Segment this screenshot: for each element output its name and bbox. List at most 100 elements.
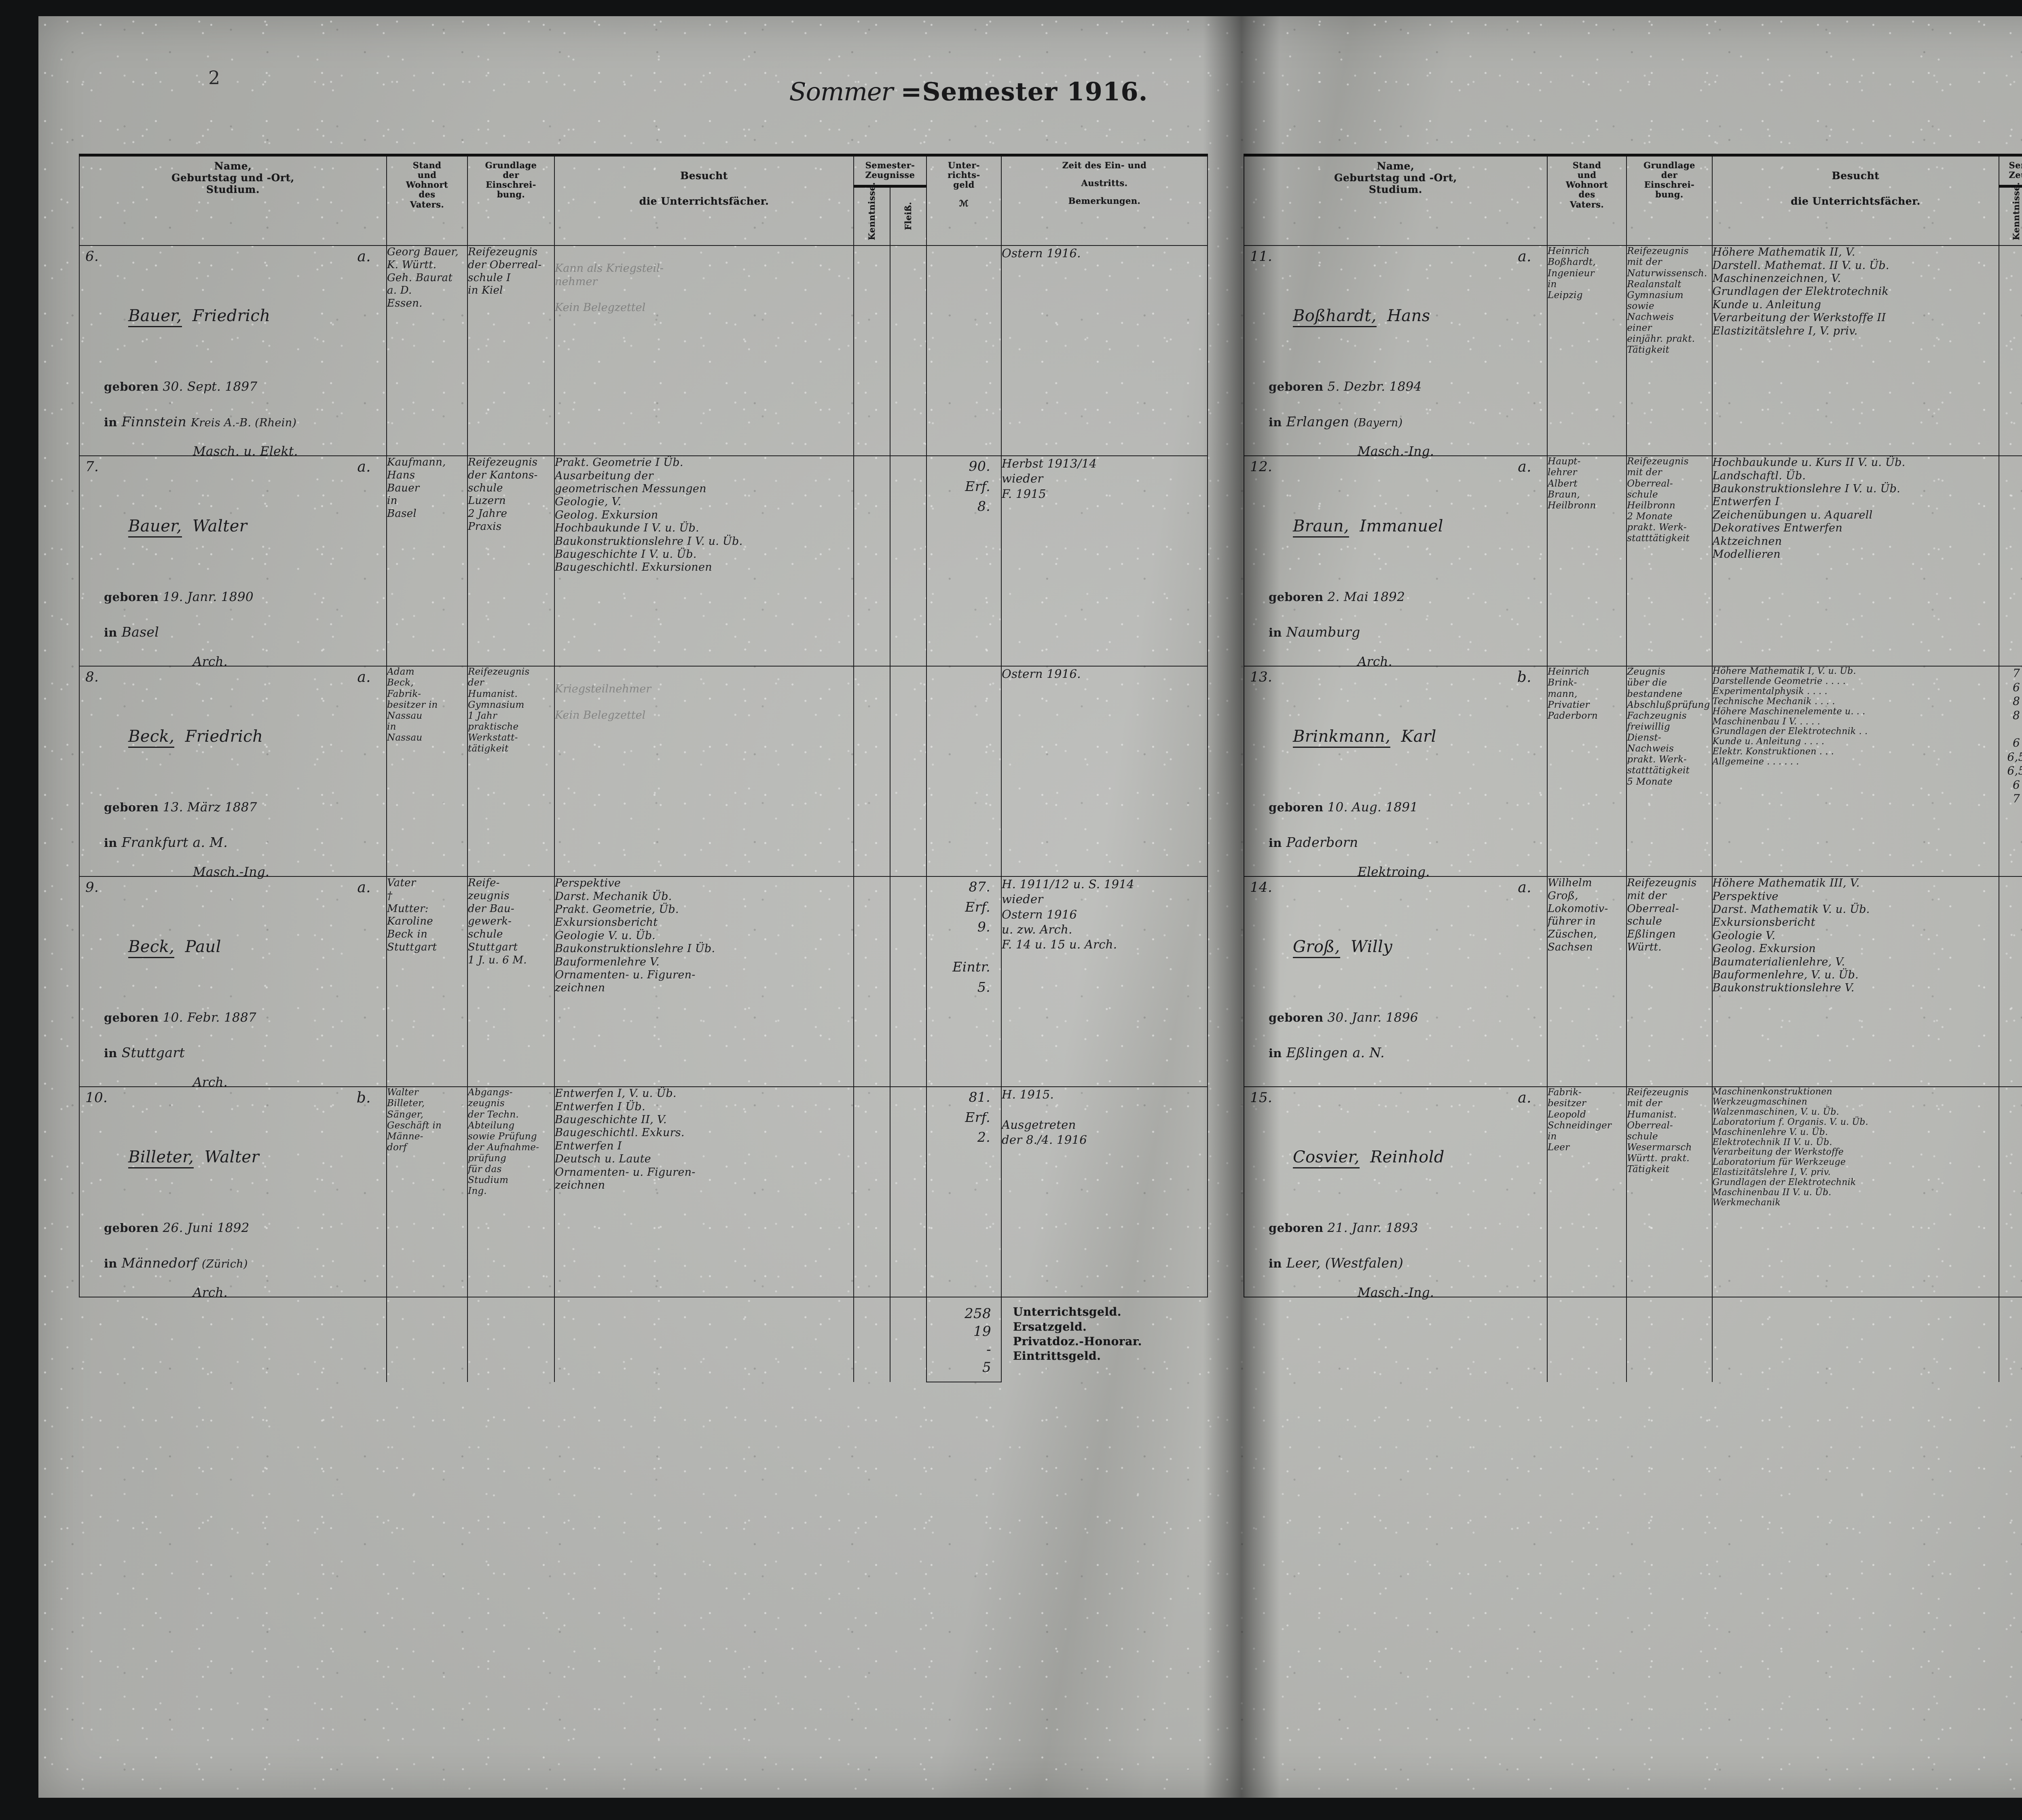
totals-values: 258 19-5 xyxy=(964,1306,991,1376)
cell-basis: Reifezeugnis mit der Naturwissensch. Realan… xyxy=(1626,245,1713,457)
student-name: Brinkmann, Karl xyxy=(1293,727,1436,748)
totals-blank-father xyxy=(386,1297,468,1382)
row-number: 13. xyxy=(1250,669,1273,686)
enrollment-basis: Zeugnis über die bestandene Abschlußprüfung… xyxy=(1627,667,1710,787)
father-details: Fabrik-besitzer Leopold Schneidinger in Leer xyxy=(1547,1087,1612,1153)
folio-number-left: 2 xyxy=(208,67,220,89)
knowledge-grades xyxy=(854,1087,890,1101)
enrollment-basis: Abgangs-zeugnis der Techn. Abteilung sowie … xyxy=(468,1087,539,1197)
register-body-left: 6. a. Bauer, Friedrich geboren 30. Sept. 18… xyxy=(79,245,1208,1383)
student-name: Groß, Willy xyxy=(1293,938,1392,959)
diligence-grades xyxy=(890,1087,926,1101)
cell-name: 12. a. Braun, Immanuel geboren 2. Mai 1892 i… xyxy=(1244,455,1548,669)
totals-blank-name xyxy=(79,1297,387,1382)
student-name: Boßhardt, Hans xyxy=(1293,307,1430,328)
totals-blank-name xyxy=(1244,1297,1548,1382)
cell-basis: Reifezeugnis der Humanist. Gymnasium 1 Jahr p… xyxy=(467,666,555,877)
semester-heading-fraktur: =Semester 1916. xyxy=(901,77,1148,106)
row-category: b. xyxy=(356,1090,371,1107)
tuition-fee: 87. xyxy=(969,879,990,895)
row-category: a. xyxy=(357,459,371,476)
cell-diligence xyxy=(890,245,927,457)
totals-labels: Unterrichtsgeld. Ersatzgeld. Privatdoz.-Ho… xyxy=(1001,1297,1208,1382)
subject-list: Hochbaukunde u. Kurs II V. u. Üb. Landsch… xyxy=(1712,456,1906,561)
cell-name: 14. a. Groß, Willy geboren 30. Janr. 1896 in… xyxy=(1244,876,1548,1088)
row-number: 7. xyxy=(85,459,99,475)
cell-basis: Abgangs-zeugnis der Techn. Abteilung sowie … xyxy=(467,1086,555,1298)
knowledge-grades xyxy=(1999,456,2022,470)
totals-blank-subjects xyxy=(1711,1297,2000,1382)
father-details: Haupt-lehrer Albert Braun, Heilbronn xyxy=(1547,456,1596,511)
pencil-note: Kriegsteilnehmer Kein Belegzettel xyxy=(555,683,651,722)
father-details: Georg Bauer, K. Württ. Geh. Baurat a. D. Ess… xyxy=(387,246,459,310)
totals-blank-knowledge xyxy=(1999,1297,2022,1382)
tuition-fee-extra: Erf. 2. xyxy=(965,1109,990,1145)
birth-place: in Basel xyxy=(104,624,159,640)
father-details: Walter Billeter, Sänger, Geschäft in Männe-d… xyxy=(387,1087,442,1153)
birth-place: in Frankfurt a. M. xyxy=(104,834,228,851)
cell-subjects: Prakt. Geometrie I Üb. Ausarbeitung der ge… xyxy=(554,455,854,667)
table-row: 13. b. Brinkmann, Karl geboren 10. Aug. 189… xyxy=(1244,666,2022,879)
row-category: a. xyxy=(357,669,371,686)
pencil-note: Kann als Kriegsteil-nehmer Kein Belegzet… xyxy=(555,262,664,314)
cell-father: Heinrich Brink-mann, Privatier Paderborn xyxy=(1546,666,1627,877)
knowledge-grades xyxy=(1999,246,2022,260)
totals-row: 512351515Unterrichtsgeld.Ersatzgeld.Priv… xyxy=(1244,1297,2022,1382)
cell-name: 10. b. Billeter, Walter geboren 26. Juni 18… xyxy=(79,1086,387,1300)
knowledge-grades xyxy=(854,246,890,260)
cell-name: 7. a. Bauer, Walter geboren 19. Janr. 1890 i… xyxy=(79,455,387,669)
enrollment-basis: Reife-zeugnis der Bau-gewerk-schule Stuttg… xyxy=(468,877,527,966)
cell-diligence xyxy=(890,1086,927,1298)
cell-basis: Reifezeugnis der Kantons-schule Luzern 2 Ja… xyxy=(467,455,555,667)
student-name: Bauer, Walter xyxy=(128,517,247,538)
cell-knowledge xyxy=(853,245,890,457)
column-header-name: Name, Geburtstag und -Ort, Studium. xyxy=(79,154,387,246)
cell-diligence xyxy=(890,876,927,1088)
row-number: 6. xyxy=(85,248,99,265)
cell-name: 9. a. Beck, Paul geboren 10. Febr. 1887 in S… xyxy=(79,876,387,1090)
cell-basis: Zeugnis über die bestandene Abschlußprüfung… xyxy=(1626,666,1713,877)
knowledge-grades xyxy=(1999,1087,2022,1101)
table-row: 14. a. Groß, Willy geboren 30. Janr. 1896 in… xyxy=(1244,876,2022,1088)
student-name: Billeter, Walter xyxy=(128,1148,259,1169)
birth-date: geboren 30. Janr. 1896 xyxy=(1269,1010,1418,1025)
register-page-left: Name, Geburtstag und -Ort, Studium. Stan… xyxy=(79,16,1208,1798)
birth-date: geboren 2. Mai 1892 xyxy=(1269,590,1405,605)
father-details: Adam Beck, Fabrik-besitzer in Nassau in Nassa… xyxy=(387,667,438,743)
birth-place: in Erlangen (Bayern) xyxy=(1269,414,1403,430)
cell-father: Fabrik-besitzer Leopold Schneidinger in Leer xyxy=(1546,1086,1627,1298)
cell-basis: Reifezeugnis mit der Oberreal-schule Heilbr… xyxy=(1626,455,1713,667)
diligence-grades xyxy=(890,667,926,680)
cell-subjects: Perspektive Darst. Mechanik Üb. Prakt. Geo… xyxy=(554,876,854,1088)
subject-list: Höhere Mathematik I, V. u. Üb. Darstellen… xyxy=(1712,666,1868,767)
knowledge-grades xyxy=(854,667,890,680)
cell-subjects: Höhere Mathematik III, V. Perspektive Dars… xyxy=(1711,876,2000,1088)
column-header-father: Stand und Wohnort des Vaters. xyxy=(386,154,468,246)
table-row: 7. a. Bauer, Walter geboren 19. Janr. 1890 i… xyxy=(79,455,1208,669)
table-row: 11. a. Boßhardt, Hans geboren 5. Dezbr. 189… xyxy=(1244,245,2022,459)
cell-knowledge xyxy=(1999,1086,2022,1298)
cell-name: 15. a. Cosvier, Reinhold geboren 21. Janr. … xyxy=(1244,1086,1548,1300)
cell-knowledge xyxy=(853,666,890,877)
cell-remarks: Ostern 1916. xyxy=(1001,245,1208,457)
row-category: a. xyxy=(1518,248,1531,265)
totals-blank-knowledge xyxy=(853,1297,890,1382)
birth-place: in Eßlingen a. N. xyxy=(1269,1045,1385,1061)
tuition-fee-extra: Erf. 9. Eintr. 5. xyxy=(952,899,990,995)
cell-knowledge xyxy=(853,876,890,1088)
birth-place: in Männedorf (Zürich) xyxy=(104,1255,248,1271)
cell-name: 6. a. Bauer, Friedrich geboren 30. Sept. 18… xyxy=(79,245,387,459)
tuition-fee xyxy=(927,246,1001,266)
totals-label-list: Unterrichtsgeld. Ersatzgeld. Privatdoz.-Ho… xyxy=(1013,1305,1142,1363)
cell-basis: Reife-zeugnis der Bau-gewerk-schule Stuttg… xyxy=(467,876,555,1088)
cell-diligence xyxy=(890,455,927,667)
tuition-fee-extra xyxy=(927,687,1001,707)
cell-remarks: Herbst 1913/14 wieder F. 1915 xyxy=(1001,455,1208,667)
student-name: Bauer, Friedrich xyxy=(128,307,270,328)
subject-list: Prakt. Geometrie I Üb. Ausarbeitung der ge… xyxy=(555,456,743,574)
subject-list: Entwerfen I, V. u. Üb. Entwerfen I Üb. Bau… xyxy=(555,1087,696,1192)
row-category: b. xyxy=(1517,669,1531,686)
diligence-grades xyxy=(890,456,926,470)
